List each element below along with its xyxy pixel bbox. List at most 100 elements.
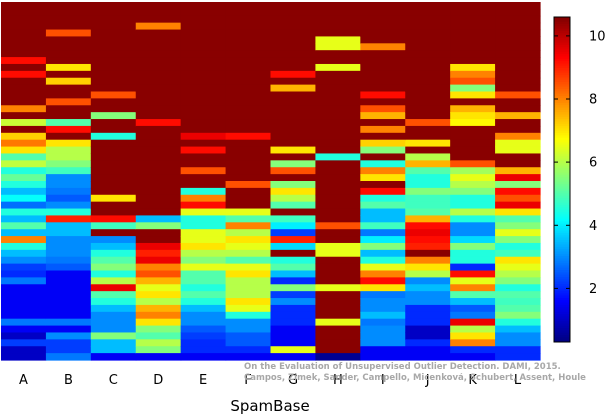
colorbar-segment	[554, 337, 570, 341]
colorbar-segment	[554, 163, 570, 167]
heatmap-cell-A-49	[1, 339, 47, 347]
heatmap-cell-G-12	[270, 84, 317, 93]
colorbar-segment	[554, 228, 570, 232]
heatmap-cell-G-46	[270, 318, 317, 327]
colorbar-segment	[554, 165, 570, 169]
heatmap-cell-B-30	[45, 208, 92, 217]
heatmap-cell-C-43	[90, 298, 137, 306]
heatmap-cell-C-27	[90, 187, 137, 196]
colorbar-segment	[554, 181, 570, 185]
heatmap-cell-K-24	[450, 167, 496, 175]
colorbar-segment	[554, 307, 570, 310]
heatmap-cell-K-36	[450, 249, 496, 258]
heatmap-cell-J-33	[405, 229, 451, 237]
heatmap-cell-D-5	[135, 36, 182, 44]
colorbar-segment	[554, 84, 570, 88]
heatmap-cell-I-15	[360, 105, 406, 113]
heatmap-cell-A-33	[1, 229, 47, 237]
heatmap-cell-F-42	[225, 291, 272, 299]
heatmap-cell-C-21	[90, 146, 137, 155]
heatmap-cell-H-13	[315, 91, 361, 99]
heatmap-cell-I-26	[360, 181, 406, 189]
heatmap-cell-C-42	[90, 291, 137, 299]
colorbar-segment	[554, 63, 570, 67]
heatmap-cell-D-14	[135, 98, 182, 106]
heatmap-cell-C-23	[90, 160, 137, 168]
heatmap-cell-L-37	[495, 256, 541, 265]
heatmap-cell-H-23	[315, 160, 361, 168]
heatmap-cell-J-12	[405, 84, 451, 93]
colorbar-segment	[554, 177, 570, 180]
heatmap-cell-A-51	[1, 353, 47, 361]
heatmap-cell-J-7	[405, 50, 451, 58]
heatmap-cell-I-51	[360, 353, 406, 361]
colorbar-segment	[554, 202, 570, 206]
heatmap-cell-D-3	[135, 22, 182, 31]
heatmap-cell-L-34	[495, 236, 541, 244]
heatmap-cell-E-6	[180, 43, 227, 51]
heatmap-cell-I-46	[360, 318, 406, 327]
heatmap-cell-L-33	[495, 229, 541, 237]
colorbar-segment	[554, 28, 570, 32]
heatmap-cell-E-39	[180, 270, 227, 278]
colorbar-segment	[554, 17, 570, 20]
heatmap-cell-B-32	[45, 222, 92, 230]
heatmap-cell-E-34	[180, 236, 227, 244]
heatmap-cell-A-48	[1, 332, 47, 340]
heatmap-cell-D-44	[135, 304, 182, 313]
heatmap-cell-A-25	[1, 174, 47, 182]
colorbar: 2 4 6 8 10	[553, 16, 605, 343]
heatmap-cell-K-49	[450, 339, 496, 347]
heatmap-cell-H-41	[315, 284, 361, 292]
colorbar-segment	[554, 223, 570, 227]
heatmap-cell-K-34	[450, 236, 496, 244]
colorbar-segment	[554, 35, 570, 39]
heatmap-cell-E-42	[180, 291, 227, 299]
heatmap-cell-G-21	[270, 146, 317, 155]
heatmap-cell-H-14	[315, 98, 361, 106]
heatmap-cell-A-37	[1, 256, 47, 265]
colorbar-segment	[554, 44, 570, 48]
heatmap-cell-B-10	[45, 70, 92, 79]
heatmap-cell-L-47	[495, 325, 541, 334]
heatmap-cell-J-4	[405, 29, 451, 38]
heatmap-cell-A-39	[1, 270, 47, 278]
heatmap-cell-H-43	[315, 298, 361, 306]
heatmap-cell-H-28	[315, 194, 361, 203]
heatmap-cell-F-43	[225, 298, 272, 306]
heatmap-cell-L-17	[495, 119, 541, 127]
colorbar-segment	[554, 297, 570, 301]
heatmap-cell-C-35	[90, 242, 137, 251]
heatmap-cell-K-2	[450, 15, 496, 24]
heatmap-cell-A-47	[1, 325, 47, 334]
heatmap-cell-A-9	[1, 63, 47, 72]
heatmap-cell-K-28	[450, 194, 496, 203]
heatmap-cell-F-46	[225, 318, 272, 327]
heatmap-cell-D-27	[135, 187, 182, 196]
heatmap-cell-K-14	[450, 98, 496, 106]
heatmap-cell-B-28	[45, 194, 92, 203]
heatmap-cell-C-22	[90, 153, 137, 161]
heatmap-cell-G-26	[270, 181, 317, 189]
heatmap-cell-C-45	[90, 311, 137, 320]
heatmap-cell-B-14	[45, 98, 92, 106]
heatmap-cell-D-18	[135, 125, 182, 134]
heatmap-cell-C-29	[90, 201, 137, 210]
heatmap-cell-G-49	[270, 339, 317, 347]
heatmap-cell-D-36	[135, 249, 182, 258]
heatmap-cell-G-51	[270, 353, 317, 361]
heatmap-cell-C-30	[90, 208, 137, 217]
heatmap-cell-J-20	[405, 139, 451, 148]
heatmap-cell-A-15	[1, 105, 47, 113]
heatmap-cell-H-11	[315, 77, 361, 86]
heatmap-cell-C-25	[90, 174, 137, 182]
heatmap-cell-A-6	[1, 43, 47, 51]
heatmap-cell-F-18	[225, 125, 272, 134]
heatmap-cell-L-19	[495, 132, 541, 141]
heatmap-cell-J-2	[405, 15, 451, 24]
colorbar-segment	[554, 47, 570, 50]
heatmap-cell-G-43	[270, 298, 317, 306]
heatmap-cell-L-26	[495, 181, 541, 189]
heatmap-cell-B-33	[45, 229, 92, 237]
heatmap-cell-L-24	[495, 167, 541, 175]
